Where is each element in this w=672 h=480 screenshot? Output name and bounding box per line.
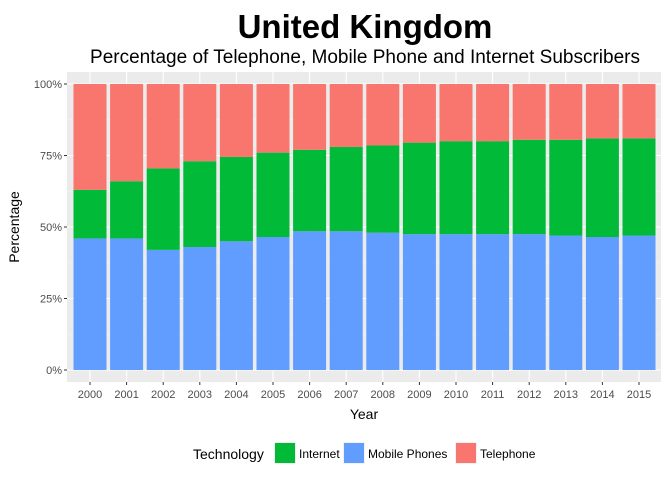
x-tick-label: 2010 [444,389,468,401]
bar-internet-2011 [476,141,510,235]
legend-label-internet: Internet [299,447,340,461]
bar-internet-2015 [622,138,656,236]
legend-swatch-telephone [456,443,476,463]
x-tick-label: 2001 [114,389,138,401]
bar-mobile-phones-2009 [402,234,436,370]
bar-mobile-phones-2008 [366,232,400,370]
bar-mobile-phones-2010 [439,234,473,370]
bar-internet-2010 [439,141,473,235]
bar-internet-2004 [219,156,253,242]
x-tick-label: 2008 [371,389,395,401]
bar-telephone-2000 [73,84,107,190]
bar-telephone-2009 [402,84,436,143]
y-tick-label: 0% [46,365,62,377]
x-tick-label: 2011 [481,389,505,401]
bar-mobile-phones-2011 [476,234,510,370]
bar-internet-2009 [402,142,436,235]
legend-swatch-internet [275,443,295,463]
x-tick-label: 2003 [188,389,212,401]
y-axis: 0% 25% 50% 75% 100% [34,79,67,377]
bar-mobile-phones-2006 [293,231,327,370]
bar-mobile-phones-2000 [73,238,107,370]
y-tick-label: 25% [40,294,62,306]
bar-mobile-phones-2007 [329,231,363,370]
bar-internet-2007 [329,146,363,232]
bar-telephone-2015 [622,84,656,139]
chart-subtitle: Percentage of Telephone, Mobile Phone an… [90,47,640,68]
bar-internet-2000 [73,189,107,239]
bar-telephone-2001 [110,84,144,182]
bar-internet-2002 [146,168,180,250]
x-axis-title: Year [350,406,379,422]
bar-telephone-2005 [256,84,290,153]
x-tick-label: 2006 [297,389,321,401]
bar-mobile-phones-2014 [585,237,619,370]
bar-internet-2001 [110,181,144,239]
x-tick-label: 2015 [627,389,651,401]
bar-mobile-phones-2002 [146,249,180,370]
y-axis-title: Percentage [6,191,22,263]
bar-mobile-phones-2003 [183,247,217,370]
bar-telephone-2008 [366,84,400,146]
bar-internet-2014 [585,138,619,238]
x-tick-label: 2013 [554,389,578,401]
bar-internet-2012 [512,139,546,235]
bar-mobile-phones-2001 [110,238,144,370]
bar-mobile-phones-2013 [549,235,583,370]
bar-mobile-phones-2004 [219,241,253,370]
x-tick-label: 2009 [407,389,431,401]
bar-mobile-phones-2015 [622,235,656,370]
legend-swatch-mobile-phones [344,443,364,463]
x-tick-label: 2002 [151,389,175,401]
x-tick-label: 2007 [334,389,358,401]
x-tick-label: 2004 [224,389,248,401]
bar-telephone-2006 [293,84,327,150]
legend: Technology Internet Mobile Phones Telephon… [193,442,536,464]
bar-telephone-2013 [549,84,583,140]
legend-label-mobile-phones: Mobile Phones [368,447,447,461]
x-tick-label: 2005 [261,389,285,401]
bar-telephone-2011 [476,84,510,142]
bar-internet-2005 [256,152,290,238]
x-axis: 2000 2001 2002 2003 2004 2005 2006 2007 2008 2009… [78,382,651,401]
y-tick-label: 50% [40,222,62,234]
x-tick-label: 2000 [78,389,102,401]
chart-title: United Kingdom [238,8,493,45]
x-tick-label: 2012 [517,389,541,401]
bar-mobile-phones-2005 [256,237,290,370]
legend-title: Technology [193,446,264,462]
y-tick-label: 100% [34,79,62,91]
bar-telephone-2003 [183,84,217,162]
y-tick-label: 75% [40,151,62,163]
bar-telephone-2007 [329,84,363,147]
bar-telephone-2012 [512,84,546,140]
bar-internet-2013 [549,139,583,236]
legend-label-telephone: Telephone [480,447,536,461]
x-tick-label: 2014 [590,389,614,401]
bar-telephone-2014 [585,84,619,139]
bar-telephone-2004 [219,84,253,157]
bar-internet-2008 [366,145,400,233]
bar-mobile-phones-2012 [512,234,546,370]
bar-telephone-2010 [439,84,473,142]
bar-internet-2006 [293,149,327,232]
bars [73,84,656,370]
bar-telephone-2002 [146,84,180,169]
bar-internet-2003 [183,161,217,248]
